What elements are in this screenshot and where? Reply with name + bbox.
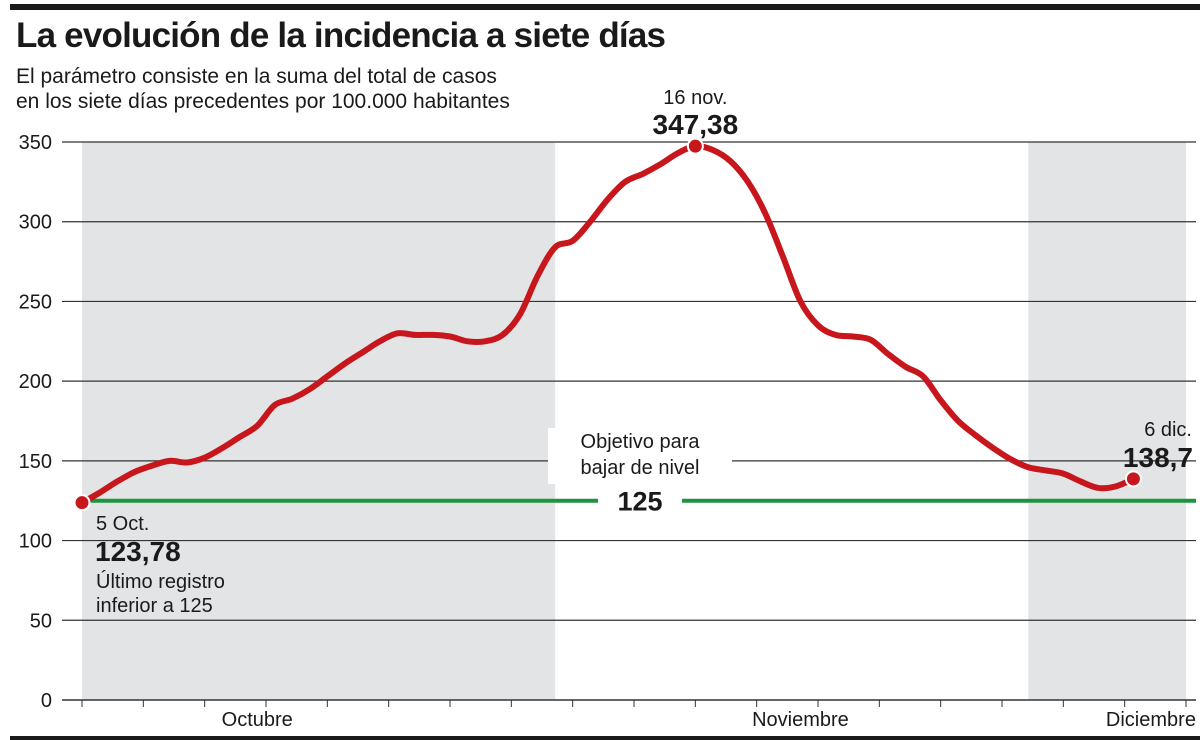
chart-subtitle: El parámetro consiste en la suma del tot… xyxy=(16,64,510,114)
shaded-periods xyxy=(82,142,1186,700)
start-note-line: inferior a 125 xyxy=(96,595,213,617)
y-tick-label: 300 xyxy=(19,212,52,234)
y-tick-label: 100 xyxy=(19,531,52,553)
y-gridlines xyxy=(62,141,1196,701)
y-tick-label: 350 xyxy=(19,132,52,154)
start-note-line: Último registro xyxy=(96,570,225,593)
month-label: Octubre xyxy=(222,709,293,731)
target-note-bg xyxy=(548,428,732,484)
y-tick-label: 150 xyxy=(19,451,52,473)
target-note-line: bajar de nivel xyxy=(581,457,700,479)
month-labels: Octubre Noviembre Diciembre xyxy=(222,709,1196,731)
subtitle-line-2: en los siete días precedentes por 100.00… xyxy=(16,90,510,113)
start-point xyxy=(73,494,91,512)
peak-date-label: 16 nov. xyxy=(663,87,727,109)
top-rule xyxy=(10,4,1200,10)
start-value-label: 123,78 xyxy=(95,536,181,567)
y-tick-label: 0 xyxy=(41,690,52,712)
bottom-rule xyxy=(10,736,1200,740)
y-tick-label: 50 xyxy=(30,610,52,632)
end-date-label: 6 dic. xyxy=(1144,419,1192,441)
shaded-period xyxy=(82,142,556,700)
target-note-line: Objetivo para xyxy=(581,431,701,453)
x-tick-marks xyxy=(81,700,1187,707)
subtitle-line-1: El parámetro consiste en la suma del tot… xyxy=(16,65,497,88)
start-date-label: 5 Oct. xyxy=(96,513,149,535)
month-label: Diciembre xyxy=(1106,709,1196,731)
y-tick-label: 200 xyxy=(19,371,52,393)
chart-title: La evolución de la incidencia a siete dí… xyxy=(16,16,666,55)
shaded-period xyxy=(1028,142,1186,700)
incidence-series-line xyxy=(79,143,1137,506)
end-point xyxy=(1124,470,1142,488)
target-value-label: 125 xyxy=(617,487,662,517)
series-group xyxy=(73,137,1142,512)
peak-point xyxy=(686,137,704,155)
peak-value-label: 347,38 xyxy=(653,109,739,140)
month-label: Noviembre xyxy=(752,709,849,731)
y-tick-labels: 0 50 100 150 200 250 300 350 xyxy=(19,132,52,712)
target-line-group: Objetivo para bajar de nivel 125 xyxy=(82,428,1196,517)
end-value-label: 138,7 xyxy=(1123,442,1193,473)
y-tick-label: 250 xyxy=(19,291,52,313)
